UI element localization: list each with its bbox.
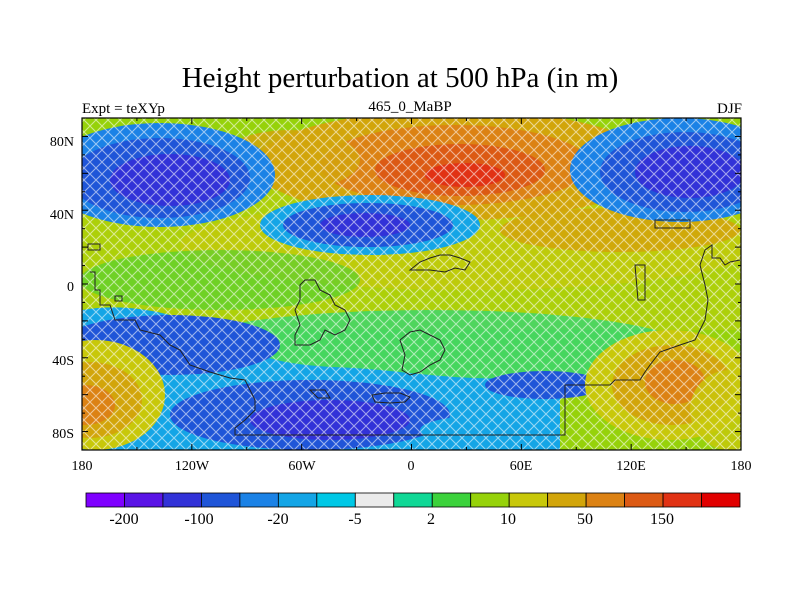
- coastlines: [87, 219, 741, 436]
- field-hatch: [82, 118, 741, 450]
- colorbar-swatch: [431, 492, 472, 508]
- colorbar-label: -20: [267, 511, 288, 528]
- y-tick-label: 40N: [50, 208, 74, 223]
- colorbar-swatch: [470, 492, 510, 508]
- colorbar-swatch: [162, 492, 202, 508]
- x-tick-label: 120E: [616, 459, 646, 474]
- x-tick-label: 60E: [510, 459, 533, 474]
- colorbar-label: -100: [184, 511, 213, 528]
- colorbar-swatch: [701, 492, 741, 508]
- colorbar-swatch: [585, 492, 625, 508]
- y-tick-label: 80S: [52, 427, 74, 442]
- colorbar-swatch: [316, 492, 356, 508]
- colorbar-swatch: [624, 492, 664, 508]
- colorbar-swatch: [547, 492, 587, 508]
- x-axis-ticks: [81, 118, 742, 450]
- colorbar-swatch: [508, 492, 549, 508]
- colorbar-label: 50: [577, 511, 593, 528]
- colorbar-swatch: [662, 492, 702, 508]
- plot-title: Height perturbation at 500 hPa (in m): [181, 62, 619, 94]
- colorbar-label: -5: [348, 511, 361, 528]
- colorbar-swatch: [124, 492, 164, 508]
- colorbar-swatch: [393, 492, 433, 508]
- colorbar-swatch: [239, 492, 279, 508]
- y-tick-label: 80N: [50, 135, 74, 150]
- colorbar-label: 2: [427, 511, 435, 528]
- colorbar-swatch: [201, 492, 241, 508]
- colorbar-label: 150: [650, 511, 674, 528]
- colorbar: [85, 492, 741, 508]
- y-tick-label: 40S: [52, 354, 74, 369]
- period-label: 465_0_MaBP: [368, 99, 452, 115]
- x-tick-label: 60W: [288, 459, 316, 474]
- x-tick-label: 120W: [175, 459, 210, 474]
- colorbar-label: 10: [500, 511, 516, 528]
- map-field: [82, 118, 741, 450]
- season-label: DJF: [716, 101, 742, 117]
- colorbar-label: -200: [109, 511, 138, 528]
- colorbar-swatch: [354, 492, 395, 508]
- y-tick-label: 0: [67, 280, 74, 295]
- y-axis-ticks: [82, 117, 741, 451]
- colorbar-swatch: [85, 492, 125, 508]
- experiment-label: Expt = teXYp: [82, 101, 165, 117]
- colorbar-swatch: [277, 492, 318, 508]
- x-tick-label: 0: [408, 459, 415, 474]
- x-tick-label: 180: [731, 459, 752, 474]
- x-tick-label: 180: [72, 459, 93, 474]
